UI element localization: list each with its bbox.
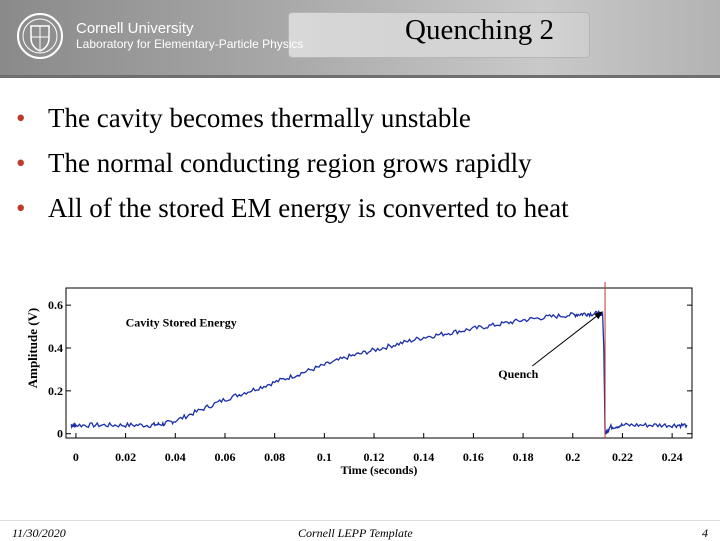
x-tick-label: 0.04	[165, 450, 186, 464]
cornell-seal-icon	[17, 13, 63, 59]
stored-energy-chart: 0 0.02 0.04 0.06 0.08 0.1 0.12 0.14 0.16 0.18 0.2 0…	[25, 282, 693, 477]
bullet-text: All of the stored EM energy is converted…	[48, 193, 569, 223]
y-tick-label: 0.4	[48, 341, 63, 355]
university-name: Cornell University	[76, 20, 194, 37]
bullet-item: • The cavity becomes thermally unstable	[16, 96, 569, 141]
slide-title: Quenching 2	[405, 14, 554, 46]
y-tick-label: 0	[57, 427, 63, 441]
bullet-text: The cavity becomes thermally unstable	[48, 103, 471, 133]
footer-date: 11/30/2020	[12, 526, 66, 540]
header-divider	[0, 75, 720, 78]
x-tick-label: 0.1	[317, 450, 332, 464]
bullet-item: • The normal conducting region grows rapi…	[16, 141, 569, 186]
title-box	[288, 12, 590, 58]
x-tick-label: 0.16	[463, 450, 484, 464]
x-axis-label: Time (seconds)	[341, 463, 418, 477]
bullet-list: • The cavity becomes thermally unstable •…	[16, 96, 569, 231]
bullet-dot-icon: •	[16, 193, 26, 223]
quench-arrowhead-icon	[594, 311, 603, 320]
x-tick-label: 0.06	[214, 450, 235, 464]
x-tick-label: 0.12	[364, 450, 385, 464]
y-tick-label: 0.2	[48, 384, 63, 398]
annotation-label: Cavity Stored Energy	[126, 316, 237, 330]
page-number: 4	[702, 526, 708, 540]
x-tick-label: 0.02	[115, 450, 136, 464]
x-tick-label: 0.18	[513, 450, 534, 464]
x-tick-label: 0.24	[662, 450, 683, 464]
y-axis-label: Amplitude (V)	[25, 308, 40, 389]
x-tick-label: 0.14	[413, 450, 434, 464]
bullet-text: The normal conducting region grows rapid…	[48, 148, 532, 178]
x-tick-label: 0.2	[565, 450, 580, 464]
quench-arrow	[531, 311, 603, 367]
footer-divider	[0, 520, 720, 521]
x-tick-label: 0.22	[612, 450, 633, 464]
bullet-dot-icon: •	[16, 103, 26, 133]
annotation-label: Quench	[498, 367, 538, 381]
footer-template: Cornell LEPP Template	[298, 526, 413, 540]
series-line	[70, 309, 688, 435]
x-tick-label: 0	[73, 450, 79, 464]
x-tick-label: 0.08	[264, 450, 285, 464]
bullet-dot-icon: •	[16, 148, 26, 178]
plot-frame	[65, 287, 693, 439]
bullet-item: • All of the stored EM energy is converte…	[16, 186, 569, 231]
y-tick-label: 0.6	[48, 298, 63, 312]
lab-name: Laboratory for Elementary-Particle Physi…	[76, 37, 304, 51]
